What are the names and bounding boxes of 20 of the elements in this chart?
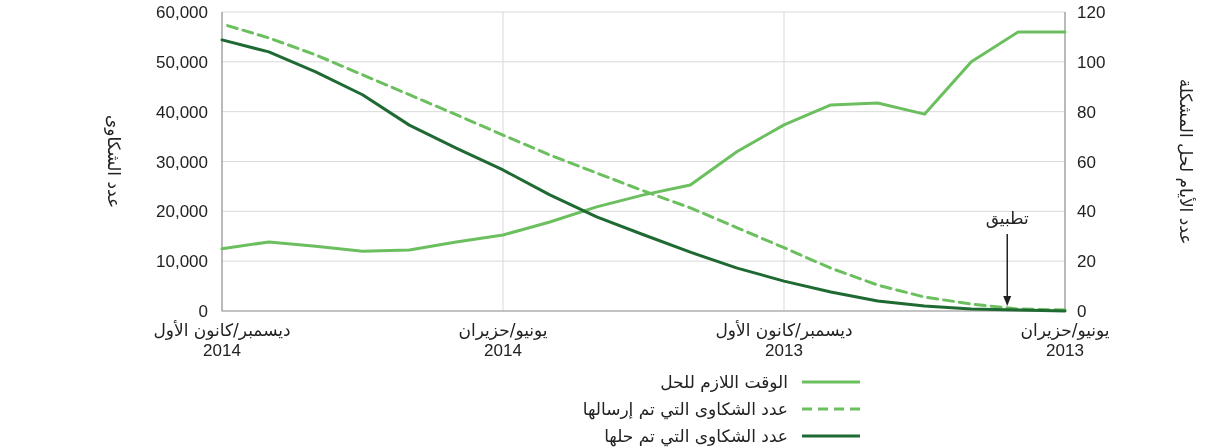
annotation: تطبيق	[985, 208, 1030, 229]
y2-tick-label: 100	[1077, 52, 1106, 72]
y-tick-label: 60,000	[156, 3, 208, 22]
y-tick-label: 30,000	[156, 152, 208, 172]
y-tick-label: 0	[198, 302, 208, 321]
y2-tick-label: 0	[1077, 302, 1087, 321]
y-tick-label: 40,000	[156, 102, 208, 122]
legend-label: عدد الشكاوى التي تم حلها	[604, 426, 788, 447]
y2-axis-title: عدد الأيام لحل المشكلة	[1176, 78, 1196, 245]
legend-label: عدد الشكاوى التي تم إرسالها	[582, 399, 788, 420]
y2-tick-label: 80	[1077, 102, 1096, 122]
y2-tick-label: 60	[1077, 152, 1096, 172]
legend-label: الوقت اللازم للحل	[660, 372, 788, 392]
y-tick-label: 10,000	[156, 252, 208, 272]
y-tick-label: 20,000	[156, 202, 208, 222]
y2-tick-label: 120	[1077, 3, 1106, 22]
y2-tick-label: 20	[1077, 252, 1096, 272]
y-tick-label: 50,000	[156, 52, 208, 72]
y2-tick-label: 40	[1077, 202, 1096, 222]
y-axis-title: عدد الشكاوى	[104, 114, 124, 209]
